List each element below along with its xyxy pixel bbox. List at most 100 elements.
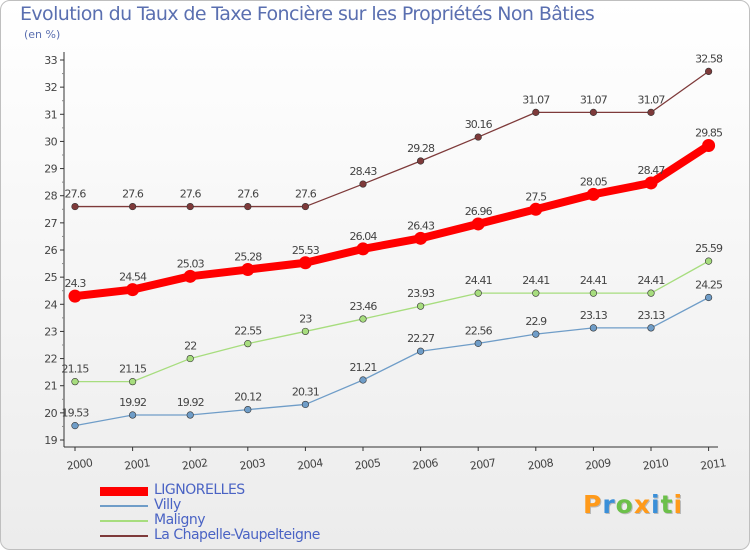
data-point [532, 289, 540, 297]
data-label: 20.31 [292, 385, 319, 398]
x-tick-label: 2007 [469, 456, 497, 473]
legend-swatch [100, 520, 148, 522]
data-point [644, 176, 658, 190]
y-tick-label: 29 [44, 163, 57, 176]
y-tick-label: 27 [44, 217, 57, 230]
legend-label: Villy [154, 497, 181, 513]
data-point [68, 289, 82, 303]
x-tick-label: 2003 [239, 456, 267, 473]
data-point [126, 283, 140, 297]
data-label: 26.43 [407, 219, 435, 232]
data-point [471, 217, 485, 231]
data-point [129, 411, 137, 419]
data-point [474, 133, 482, 141]
data-label: 23.93 [407, 287, 435, 300]
data-point [244, 406, 252, 414]
data-point [586, 187, 600, 201]
data-point [529, 202, 543, 216]
y-tick-label: 19 [44, 434, 57, 447]
data-label: 29.85 [695, 127, 723, 140]
data-point [186, 202, 194, 211]
data-point [186, 354, 194, 363]
data-point [702, 139, 716, 152]
data-label: 24.41 [580, 274, 607, 287]
data-point [359, 376, 367, 384]
data-point [241, 263, 255, 277]
series-line-3 [74, 70, 710, 208]
data-label: 19.92 [177, 396, 204, 409]
y-tick-label: 21 [44, 380, 57, 393]
y-tick-label: 28 [44, 190, 57, 203]
data-point [298, 256, 312, 270]
data-point [359, 315, 367, 323]
data-label: 24.54 [119, 271, 147, 284]
series-line-2 [74, 260, 710, 383]
proxiti-logo: Proxiti [583, 490, 684, 519]
series-line-1 [74, 296, 710, 427]
data-label: 28.05 [580, 175, 608, 188]
data-point [359, 180, 367, 188]
data-point [704, 257, 713, 265]
legend-label: La Chapelle-Vaupelteigne [154, 527, 320, 543]
data-label: 23.13 [638, 309, 666, 322]
data-point [647, 324, 655, 332]
data-label: 27.6 [65, 188, 87, 201]
chart-title: Evolution du Taux de Taxe Foncière sur l… [20, 3, 595, 25]
legend-swatch [100, 535, 148, 537]
data-point [129, 378, 137, 386]
data-point [474, 289, 482, 297]
data-point [532, 108, 540, 116]
y-tick-label: 31 [44, 108, 57, 121]
data-point [647, 289, 655, 297]
x-tick-label: 2001 [124, 456, 151, 472]
data-label: 20.12 [234, 391, 261, 404]
x-tick-label: 2009 [584, 456, 612, 473]
data-point [417, 157, 425, 165]
data-label: 28.47 [638, 164, 666, 177]
data-point [704, 293, 713, 302]
data-point [301, 202, 310, 211]
data-label: 24.41 [522, 274, 549, 287]
y-tick-label: 26 [44, 244, 57, 257]
data-label: 25.28 [234, 251, 262, 264]
x-tick-label: 2005 [354, 456, 382, 473]
data-point [301, 400, 310, 409]
data-label: 25.03 [177, 257, 205, 270]
y-tick-label: 22 [44, 353, 57, 366]
data-label: 27.6 [180, 188, 202, 201]
data-label: 24.25 [695, 279, 723, 292]
data-label: 19.92 [119, 396, 146, 409]
data-label: 27.6 [122, 188, 144, 201]
data-label: 31.07 [580, 93, 608, 106]
data-label: 32.58 [695, 52, 723, 65]
data-label: 23 [299, 312, 312, 325]
data-label: 23.13 [580, 309, 608, 322]
x-tick-label: 2000 [66, 456, 94, 473]
data-label: 27.5 [525, 190, 547, 203]
x-tick-label: 2004 [296, 456, 324, 473]
data-label: 21.21 [350, 361, 377, 374]
data-point [589, 289, 598, 297]
data-label: 22.27 [407, 332, 435, 345]
data-point [301, 327, 310, 336]
series-line-0 [71, 141, 713, 301]
data-label: 22 [184, 340, 196, 353]
legend-label: Maligny [154, 512, 205, 528]
data-label: 22.55 [234, 325, 262, 338]
y-tick-label: 23 [44, 325, 57, 338]
data-point [186, 411, 194, 419]
x-tick-label: 2002 [181, 456, 208, 472]
y-tick-label: 33 [44, 54, 57, 67]
legend-swatch [100, 486, 148, 496]
data-label: 27.6 [295, 188, 317, 201]
data-point [704, 67, 713, 75]
data-label: 22.56 [465, 324, 493, 337]
data-label: 24.41 [638, 274, 665, 287]
data-label: 25.53 [292, 244, 320, 257]
data-point [129, 202, 137, 211]
data-point [183, 269, 197, 283]
legend-swatch [100, 505, 148, 507]
data-point [474, 339, 482, 347]
